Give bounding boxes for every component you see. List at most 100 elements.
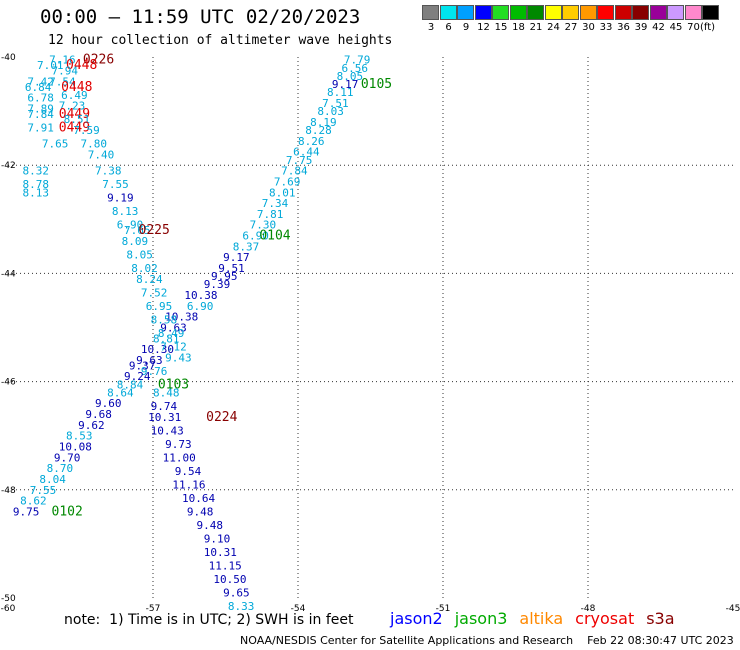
lat-tick-label: -42 bbox=[1, 161, 16, 171]
wave-height-label: 8.04 bbox=[39, 473, 66, 486]
wave-height-label: 9.76 bbox=[141, 365, 168, 378]
wave-height-label: 9.43 bbox=[165, 351, 192, 364]
wave-height-label: 9.70 bbox=[54, 451, 81, 464]
wave-height-label: 9.63 bbox=[136, 354, 163, 367]
wave-height-label: 8.49 bbox=[158, 327, 185, 340]
wave-height-label: 7.16 bbox=[49, 54, 75, 67]
wave-height-label: 9.68 bbox=[85, 408, 112, 421]
colorbar-tick-label: 9 bbox=[462, 22, 470, 33]
wave-height-label: 8.19 bbox=[310, 116, 337, 129]
wave-height-label: 8.32 bbox=[23, 165, 50, 178]
wave-height-label: 7.23 bbox=[59, 100, 86, 113]
lat-tick-label: -48 bbox=[1, 486, 16, 496]
wave-height-label: 8.33 bbox=[228, 600, 255, 613]
colorbar-tick-label: 12 bbox=[477, 22, 490, 33]
wave-height-label: 8.78 bbox=[23, 178, 50, 191]
pass-time-label: 0224 bbox=[206, 410, 237, 425]
wave-height-label: 8.13 bbox=[112, 205, 138, 218]
wave-height-label: 10.30 bbox=[141, 343, 174, 356]
wave-height-label: 9.17 bbox=[332, 78, 359, 91]
colorbar-swatch bbox=[632, 5, 649, 20]
wave-height-label: 11.00 bbox=[163, 451, 196, 464]
page-subtitle: 12 hour collection of altimeter wave hei… bbox=[48, 33, 393, 48]
lat-tick-label: -44 bbox=[1, 269, 16, 279]
colorbar-tick-label: 15 bbox=[494, 22, 508, 33]
wave-height-label: 7.12 bbox=[160, 340, 187, 353]
colorbar-tick-label: 21 bbox=[529, 22, 543, 33]
pass-time-label: 0448 bbox=[61, 80, 92, 95]
pass-time-label: 0102 bbox=[52, 504, 83, 519]
satellite-legend-item: s3a bbox=[646, 609, 675, 628]
colorbar-tick-label: 24 bbox=[547, 22, 560, 33]
wave-height-label: 7.79 bbox=[344, 54, 371, 67]
wave-height-label: 8.70 bbox=[47, 462, 74, 475]
wave-height-label: 9.19 bbox=[107, 192, 134, 205]
colorbar-swatch bbox=[474, 5, 492, 20]
wave-height-label: 9.24 bbox=[124, 370, 151, 383]
colorbar-swatch bbox=[702, 5, 719, 20]
pass-time-label: 0103 bbox=[158, 377, 189, 392]
wave-height-label: 9.60 bbox=[95, 397, 122, 410]
lon-tick-label: -45 bbox=[726, 604, 740, 614]
colorbar-swatch bbox=[509, 5, 527, 20]
colorbar-unit: (ft) bbox=[699, 22, 716, 33]
colorbar-tick-label: 27 bbox=[564, 22, 578, 33]
wave-height-label: 8.24 bbox=[136, 273, 163, 286]
wave-height-label: 7.89 bbox=[27, 102, 54, 115]
footer-note: note: 1) Time is in UTC; 2) SWH is in fe… bbox=[64, 612, 354, 628]
wave-height-label: 8.53 bbox=[66, 430, 93, 443]
colorbar-swatch bbox=[667, 5, 684, 20]
wave-height-label: 7.84 bbox=[27, 108, 54, 121]
wave-height-label: 9.54 bbox=[175, 465, 202, 478]
wave-height-label: 9.62 bbox=[78, 419, 105, 432]
wave-height-label: 7.75 bbox=[286, 154, 313, 167]
wave-height-label: 9.63 bbox=[160, 322, 187, 335]
lat-tick-label: -50 bbox=[1, 594, 16, 604]
wave-height-label: 6.56 bbox=[342, 62, 369, 75]
wave-height-label: 10.64 bbox=[182, 492, 215, 505]
wave-height-label: 8.62 bbox=[20, 495, 47, 508]
wave-height-label: 6.49 bbox=[61, 89, 88, 102]
wave-height-label: 7.40 bbox=[88, 148, 115, 161]
wave-height-label: 9.10 bbox=[204, 532, 231, 545]
colorbar-tick-label: 39 bbox=[634, 22, 648, 33]
wave-height-label: 10.31 bbox=[148, 411, 181, 424]
wave-height-label: 8.37 bbox=[233, 240, 260, 253]
wave-height-label: 9.17 bbox=[223, 251, 250, 264]
wave-height-label: 9.74 bbox=[151, 400, 178, 413]
wave-height-label: 11.16 bbox=[172, 478, 205, 491]
satellite-legend-item: cryosat bbox=[575, 609, 635, 628]
lon-tick-label: -57 bbox=[146, 604, 161, 614]
wave-height-label: 9.48 bbox=[187, 505, 214, 518]
wave-height-label: 7.80 bbox=[81, 138, 108, 151]
footer-credit: NOAA/NESDIS Center for Satellite Applica… bbox=[240, 634, 734, 647]
pass-time-label: 0449 bbox=[59, 120, 90, 135]
colorbar-swatch bbox=[492, 5, 509, 20]
wave-height-label: 11.15 bbox=[209, 560, 242, 573]
pass-time-label: 0225 bbox=[139, 223, 170, 238]
wave-height-label: 10.31 bbox=[204, 546, 237, 559]
wave-height-label: 8.05 bbox=[126, 248, 152, 261]
wave-height-label: 6.90 bbox=[187, 300, 214, 313]
wave-height-label: 7.69 bbox=[274, 175, 301, 188]
wave-height-label: 10.50 bbox=[213, 573, 246, 586]
wave-height-label: 7.59 bbox=[73, 124, 100, 137]
wave-height-label: 8.09 bbox=[122, 235, 149, 248]
pass-time-label: 0226 bbox=[83, 53, 114, 68]
colorbar-tick-label: 42 bbox=[652, 22, 665, 33]
colorbar-swatch bbox=[457, 5, 474, 20]
wave-height-label: 9.65 bbox=[223, 587, 250, 600]
wave-height-label: 8.48 bbox=[153, 386, 180, 399]
wave-height-label: 6.44 bbox=[293, 146, 320, 159]
colorbar-swatch bbox=[614, 5, 632, 20]
wave-height-label: 7.34 bbox=[262, 197, 289, 210]
colorbar-tick-label: 36 bbox=[617, 22, 630, 33]
lat-tick-label: -46 bbox=[1, 378, 16, 388]
wave-height-label: 6.95 bbox=[146, 300, 173, 313]
page-title: 00:00 – 11:59 UTC 02/20/2023 bbox=[40, 6, 361, 28]
wave-height-label: 9.95 bbox=[211, 270, 238, 283]
colorbar-tick-label: 3 bbox=[427, 22, 435, 33]
colorbar-tick-label: 6 bbox=[445, 22, 452, 33]
wave-height-label: 10.43 bbox=[151, 424, 184, 437]
satellite-legend-item: jason3 bbox=[454, 609, 508, 628]
